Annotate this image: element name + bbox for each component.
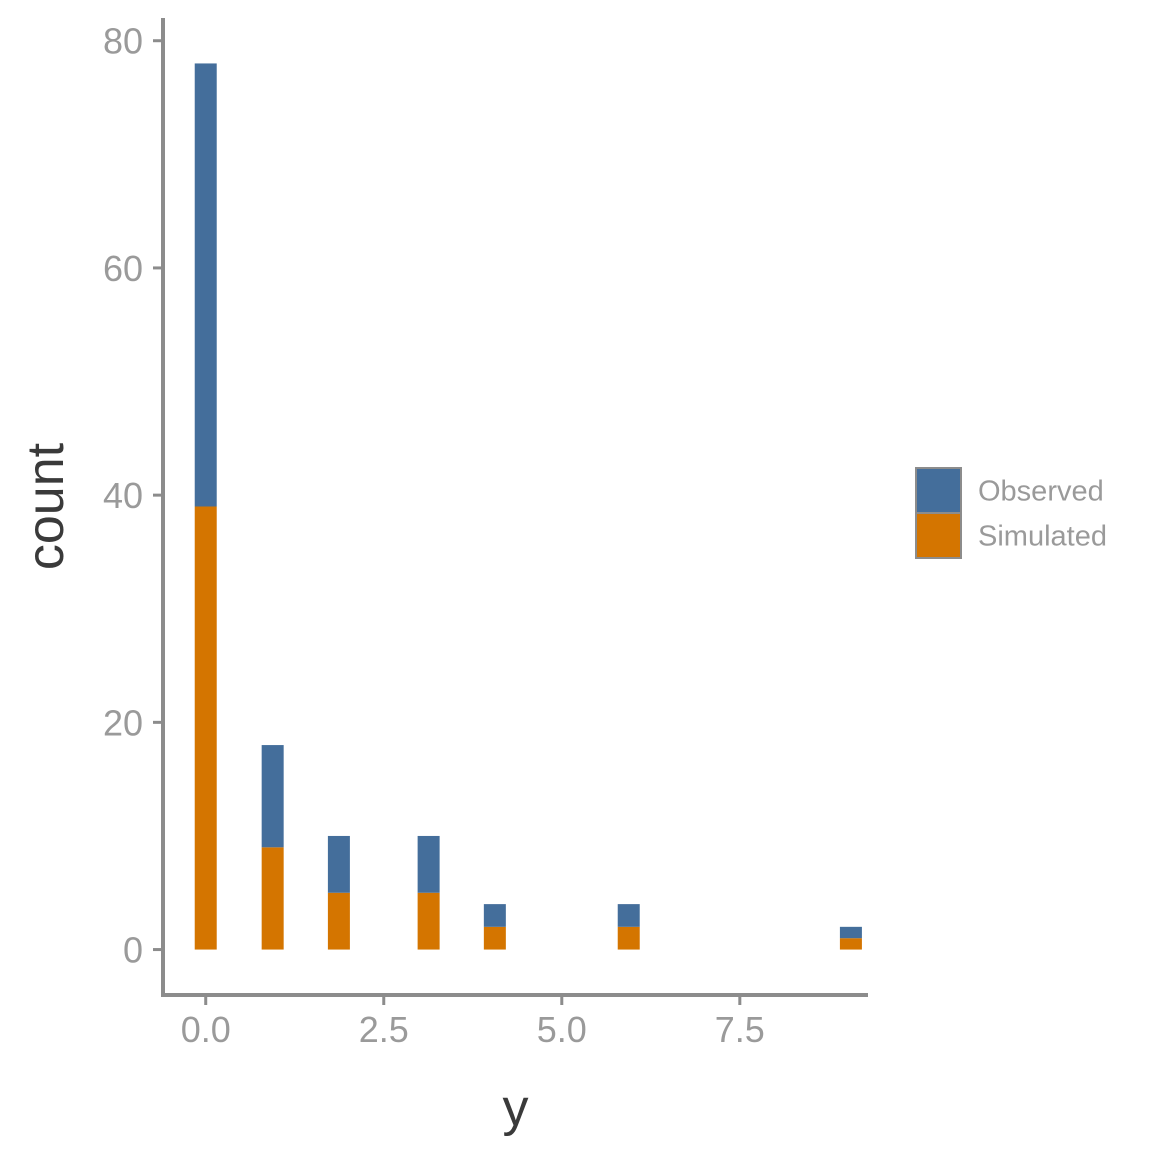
y-tick-label-0: 0 [123,930,143,971]
bar-observed-4 [483,904,506,927]
bar-simulated-0 [194,506,217,950]
legend-swatch-observed [915,467,962,514]
bar-observed-2 [327,835,350,893]
legend-swatch-simulated [915,512,962,559]
ticks-layer: 0 20 40 60 80 0.0 2.5 5.0 7.5 [103,21,765,1050]
bar-simulated-2 [327,892,350,950]
x-axis-title: y [503,1079,529,1137]
bars-layer [194,63,862,950]
bar-observed-1 [261,745,284,848]
bar-simulated-1 [261,847,284,950]
bar-observed-3 [417,835,440,893]
y-tick-label-1: 20 [103,702,143,743]
bar-simulated-4 [483,926,506,950]
x-tick-label-3: 7.5 [715,1009,765,1050]
x-tick-label-0: 0.0 [181,1009,231,1050]
y-tick-label-3: 60 [103,248,143,289]
legend-label-simulated: Simulated [978,521,1107,553]
x-tick-label-2: 5.0 [537,1009,587,1050]
bar-simulated-3 [417,892,440,950]
x-tick-label-1: 2.5 [359,1009,409,1050]
bar-simulated-5 [617,926,640,950]
y-tick-label-4: 80 [103,21,143,62]
bar-observed-0 [194,63,217,507]
bar-observed-6 [839,926,862,939]
legend-label-observed: Observed [978,476,1104,508]
legend: Observed Simulated [915,467,1107,559]
y-axis-title: count [17,442,75,570]
axes-layer [161,18,868,997]
bar-simulated-6 [839,938,862,950]
y-tick-label-2: 40 [103,475,143,516]
bar-observed-5 [617,904,640,927]
